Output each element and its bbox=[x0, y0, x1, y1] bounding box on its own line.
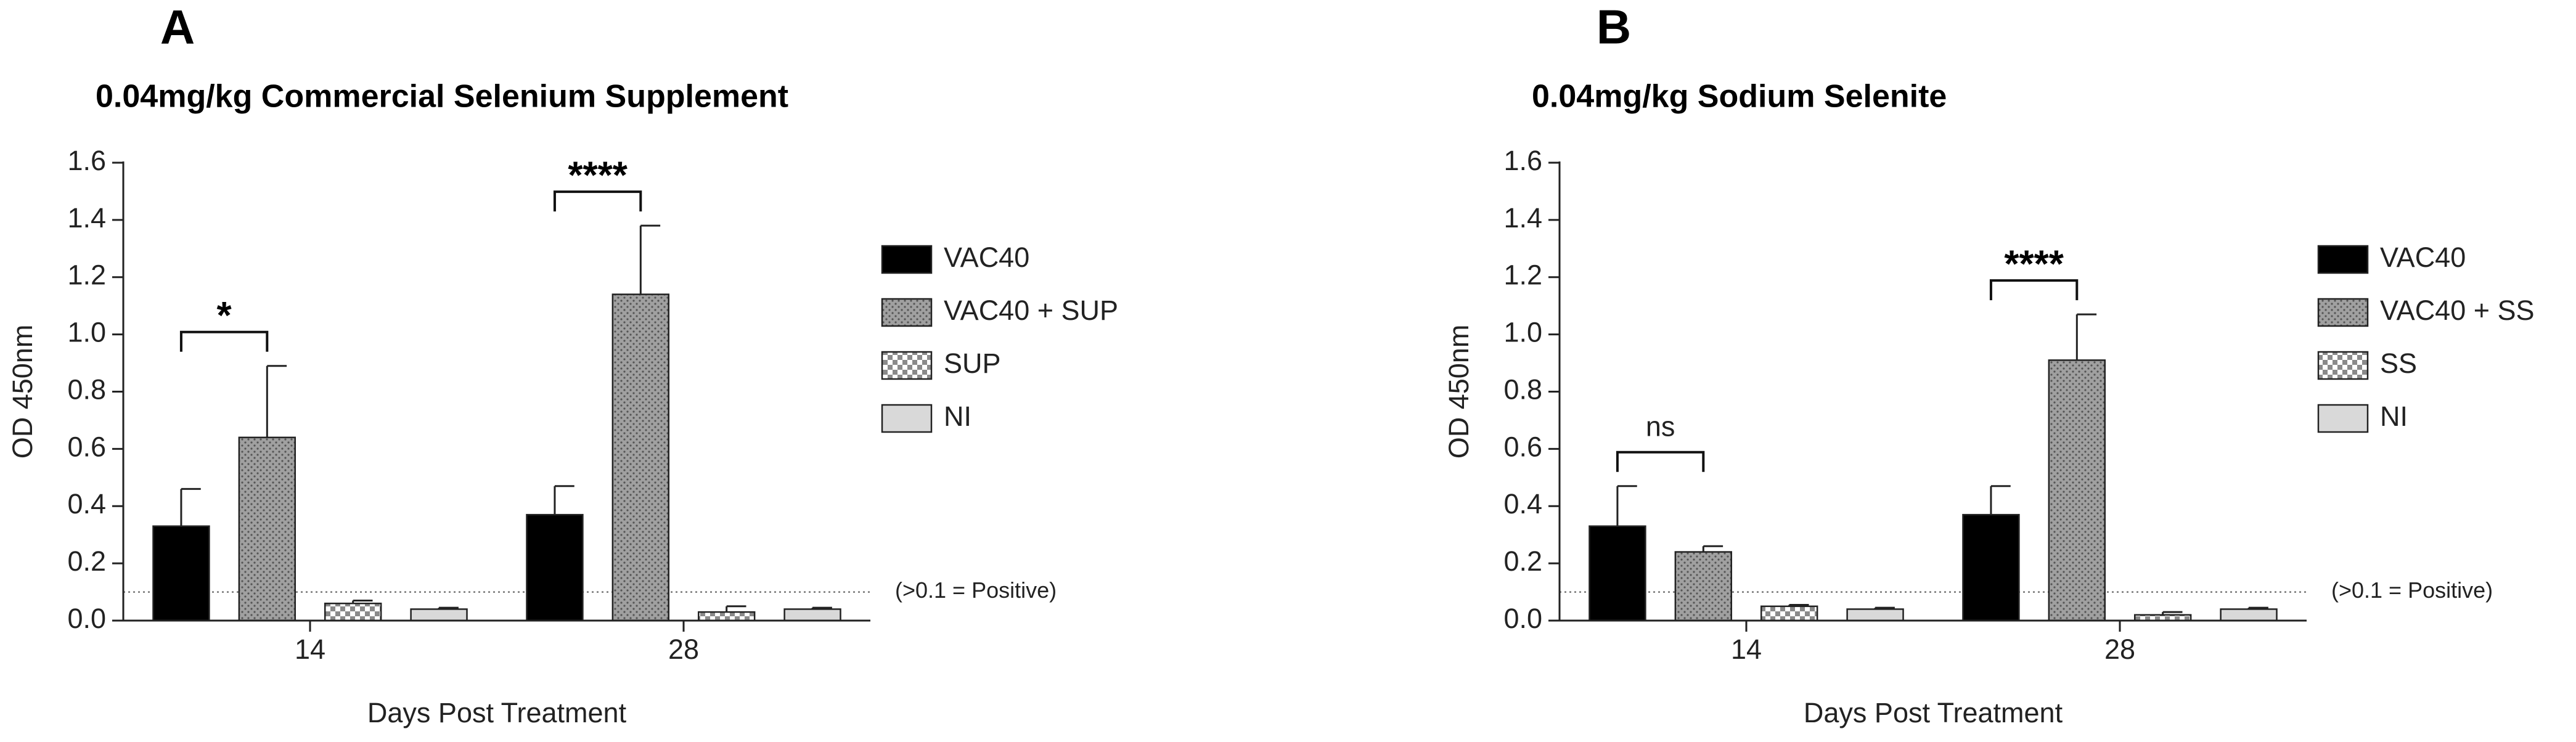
y-tick-label: 0.8 bbox=[1503, 373, 1542, 405]
y-axis-label: OD 450nm bbox=[1443, 325, 1474, 459]
legend-swatch bbox=[881, 351, 933, 380]
legend-label: NI bbox=[2380, 401, 2408, 432]
bar bbox=[1674, 551, 1733, 622]
x-axis-label: Days Post Treatment bbox=[367, 697, 627, 728]
y-tick-label: 1.4 bbox=[1503, 202, 1542, 234]
bar bbox=[238, 436, 296, 622]
legend-label: VAC40 + SUP bbox=[944, 295, 1118, 326]
y-tick-label: 1.0 bbox=[67, 317, 106, 348]
bar bbox=[324, 602, 382, 622]
bar bbox=[2220, 608, 2278, 622]
y-tick-label: 0.8 bbox=[67, 373, 106, 405]
y-tick-label: 0.2 bbox=[67, 545, 106, 577]
bar bbox=[1760, 605, 1818, 622]
significance-bracket bbox=[1616, 450, 1705, 472]
significance-bracket bbox=[553, 190, 642, 212]
bar bbox=[152, 525, 210, 622]
y-tick-label: 0.6 bbox=[67, 431, 106, 462]
y-tick-label: 1.4 bbox=[67, 202, 106, 234]
y-tick-label: 1.6 bbox=[67, 145, 106, 176]
y-tick-label: 0.6 bbox=[1503, 431, 1542, 462]
y-tick-label: 1.2 bbox=[1503, 259, 1542, 291]
x-tick-label: 14 bbox=[295, 634, 325, 665]
bar bbox=[1962, 513, 2020, 622]
significance-bracket bbox=[1989, 279, 2079, 301]
threshold-label: (>0.1 = Positive) bbox=[895, 577, 1057, 603]
x-tick-label: 28 bbox=[668, 634, 699, 665]
legend-swatch bbox=[2317, 351, 2369, 380]
y-tick-label: 0.2 bbox=[1503, 545, 1542, 577]
bar bbox=[2048, 359, 2106, 622]
bar bbox=[526, 513, 584, 622]
legend-swatch bbox=[2317, 298, 2369, 327]
legend-swatch bbox=[2317, 404, 2369, 433]
chart-title: 0.04mg/kg Commercial Selenium Supplement bbox=[96, 79, 788, 115]
chart-title: 0.04mg/kg Sodium Selenite bbox=[1532, 79, 1947, 115]
legend-label: VAC40 bbox=[944, 242, 1029, 273]
significance-label: **** bbox=[2004, 243, 2064, 285]
y-axis-label: OD 450nm bbox=[7, 325, 38, 459]
y-tick-label: 0.4 bbox=[67, 488, 106, 520]
legend-label: VAC40 bbox=[2380, 242, 2466, 273]
panel-label: A bbox=[160, 0, 195, 54]
bar bbox=[611, 293, 670, 622]
legend-swatch bbox=[881, 298, 933, 327]
legend-label: SUP bbox=[944, 348, 1001, 379]
legend-swatch bbox=[881, 404, 933, 433]
x-axis-label: Days Post Treatment bbox=[1804, 697, 2063, 728]
x-tick-label: 14 bbox=[1731, 634, 1762, 665]
bar bbox=[1589, 525, 1646, 622]
significance-bracket bbox=[179, 330, 269, 352]
legend-swatch bbox=[881, 245, 933, 274]
y-tick-label: 0.4 bbox=[1503, 488, 1542, 520]
legend-label: SS bbox=[2380, 348, 2417, 379]
legend-swatch bbox=[2317, 245, 2369, 274]
significance-label: ns bbox=[1646, 411, 1675, 442]
panel-label: B bbox=[1597, 0, 1631, 54]
significance-label: **** bbox=[568, 155, 628, 197]
bar bbox=[1846, 608, 1904, 622]
bar bbox=[410, 608, 468, 622]
bar bbox=[697, 611, 756, 622]
x-tick-label: 28 bbox=[2104, 634, 2135, 665]
y-tick-label: 1.2 bbox=[67, 259, 106, 291]
y-tick-label: 1.0 bbox=[1503, 317, 1542, 348]
y-tick-label: 0.0 bbox=[1503, 603, 1542, 634]
legend-label: NI bbox=[944, 401, 971, 432]
y-tick-label: 1.6 bbox=[1503, 145, 1542, 176]
y-tick-label: 0.0 bbox=[67, 603, 106, 634]
threshold-label: (>0.1 = Positive) bbox=[2331, 577, 2493, 603]
legend-label: VAC40 + SS bbox=[2380, 295, 2535, 326]
bar bbox=[783, 608, 841, 622]
significance-label: * bbox=[217, 295, 232, 337]
